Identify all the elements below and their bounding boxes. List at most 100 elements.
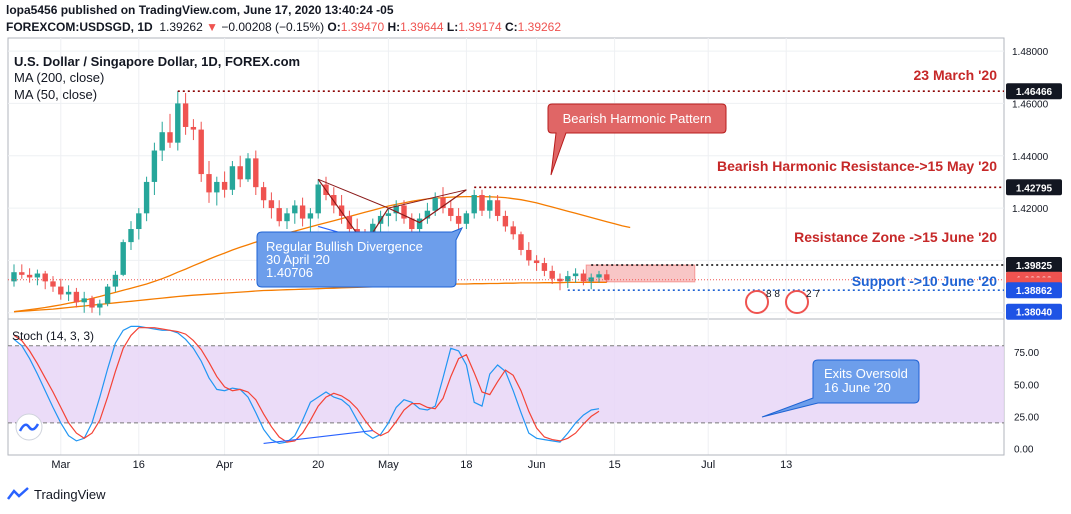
flag-icon[interactable]: [745, 290, 769, 314]
candle-body: [190, 126, 197, 130]
candle-body: [198, 129, 204, 175]
candle-body: [479, 195, 485, 211]
candle-body: [11, 272, 17, 282]
candle-body: [253, 158, 259, 188]
event-badges[interactable]: 8 8 2 7: [745, 289, 820, 314]
price-tick-label: 1.46000: [1012, 99, 1049, 110]
price-tick-label: 1.48000: [1012, 47, 1049, 58]
candle-body: [159, 132, 165, 151]
candle-body: [120, 242, 126, 275]
candle-body: [518, 234, 524, 250]
bearish-callout-text: Bearish Harmonic Pattern: [563, 111, 712, 126]
candle-body: [58, 286, 64, 295]
candle-body: [393, 205, 399, 214]
divergence-line1: Regular Bullish Divergence: [266, 239, 423, 254]
price-label: 1.38862: [1016, 286, 1053, 297]
candle-body: [50, 281, 56, 287]
candle-body: [81, 298, 87, 303]
candle-body: [299, 205, 306, 219]
candle-body: [26, 274, 33, 278]
highlight-zones: [585, 264, 696, 283]
stoch-divergence-line: [263, 429, 373, 445]
close-value: 1.39262: [517, 20, 562, 34]
price-label-bg: [1006, 179, 1062, 196]
bearish-resistance-label: Bearish Harmonic Resistance->15 May '20: [717, 158, 997, 174]
exits-oversold-callout: [761, 359, 920, 418]
candle-body: [143, 181, 150, 214]
candle-body: [424, 210, 431, 219]
time-tick-label: 20: [312, 459, 324, 471]
time-tick-label: Jul: [701, 459, 715, 471]
open-value: 1.39470: [340, 20, 385, 34]
ma50-line: [13, 195, 631, 313]
candle-body: [440, 197, 446, 209]
candle-body: [136, 213, 142, 230]
axes: 1.480001.460001.440001.420001.400001.380…: [8, 47, 1062, 471]
candle-body: [502, 215, 509, 227]
harmonic-pattern-upper: [318, 178, 467, 209]
candle-body: [89, 298, 95, 308]
exits-line2: 16 June '20: [824, 380, 891, 395]
footer-brand: TradingView: [34, 486, 106, 502]
time-tick-label: Jun: [528, 459, 546, 471]
price-change: −0.00208 (−0.15%): [221, 20, 325, 34]
candle-body: [588, 277, 594, 282]
candle-body: [19, 272, 25, 275]
price-label: 1.38040: [1016, 308, 1053, 319]
stoch-tick-label: 25.00: [1014, 412, 1039, 423]
candle-body: [416, 218, 423, 230]
divergence-callout-box: [256, 227, 464, 288]
candles: [11, 91, 610, 316]
candle-body: [385, 213, 392, 216]
candle-body: [42, 273, 48, 282]
candle-body: [245, 158, 251, 180]
price-label: 1.39825: [1016, 261, 1053, 272]
low-value: 1.39174: [458, 20, 502, 34]
candle-body: [214, 181, 220, 193]
symbol-label: FOREXCOM:USDSGD, 1D: [6, 20, 153, 34]
candle-body: [448, 208, 454, 216]
candle-body: [338, 205, 345, 216]
candle-body: [432, 197, 438, 211]
candle-body: [526, 249, 532, 261]
tradingview-footer[interactable]: TradingView: [6, 486, 106, 502]
candle-body: [260, 187, 267, 201]
candle-body: [182, 103, 189, 127]
candle-body: [471, 195, 477, 214]
candle-body: [237, 166, 243, 180]
candle-body: [221, 181, 228, 190]
price-label: 1.46466: [1016, 87, 1053, 98]
candle-body: [565, 276, 571, 282]
stoch-k-line: [13, 325, 600, 445]
candle-body: [455, 215, 462, 224]
stoch-tick-label: 0.00: [1014, 445, 1034, 456]
candle-body: [494, 200, 501, 216]
candle-body: [409, 218, 415, 230]
ma50-legend: MA (50, close): [14, 87, 97, 102]
resistance-zone-rect: [585, 264, 696, 283]
chart-title: U.S. Dollar / Singapore Dollar, 1D, FORE…: [14, 54, 300, 69]
publisher: lopa5456 published on TradingView.com, J…: [6, 3, 394, 17]
divergence-line3: 1.40706: [266, 265, 313, 280]
last-price: 1.39262: [159, 20, 203, 34]
candle-body: [276, 208, 282, 222]
candle-body: [175, 103, 181, 143]
resistance-zone-label: Resistance Zone ->15 June '20: [794, 229, 997, 245]
candle-body: [104, 286, 111, 304]
logo-wave: [18, 423, 40, 432]
stoch-d-line: [13, 327, 600, 443]
time-tick-label: May: [378, 459, 399, 471]
flag-icon[interactable]: [785, 290, 809, 314]
candle-body: [128, 229, 134, 243]
candle-body: [167, 132, 173, 143]
ohlc-header: FOREXCOM:USDSGD, 1D 1.39262 ▼ −0.00208 (…: [6, 20, 562, 34]
support-label: Support ->10 June '20: [852, 273, 998, 289]
candle-body: [315, 184, 321, 214]
time-tick-label: 15: [608, 459, 620, 471]
time-tick-label: Mar: [51, 459, 70, 471]
candle-body: [596, 274, 602, 278]
stoch-tick-label: 75.00: [1014, 348, 1039, 359]
price-label-bg: [1006, 303, 1062, 320]
candle-body: [229, 166, 236, 190]
